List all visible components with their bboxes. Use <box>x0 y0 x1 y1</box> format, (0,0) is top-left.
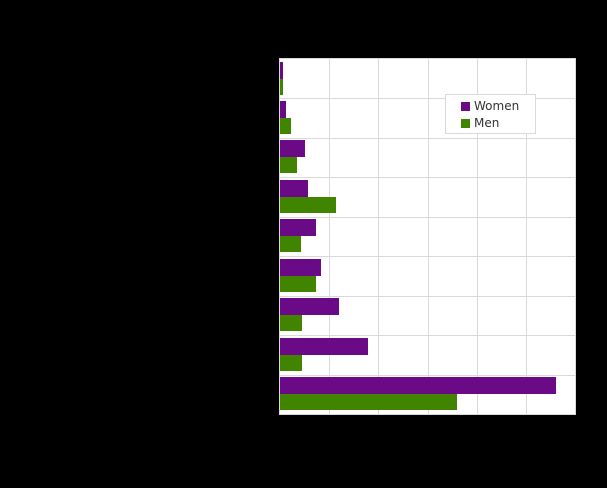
vertical-gridline <box>477 59 478 414</box>
vertical-gridline <box>428 59 429 414</box>
horizontal-gridline <box>280 375 575 376</box>
vertical-gridline <box>329 59 330 414</box>
legend-label-men: Men <box>474 116 500 130</box>
bar-men <box>280 197 336 213</box>
horizontal-gridline <box>280 177 575 178</box>
bar-women <box>280 298 339 315</box>
bar-women <box>280 180 308 197</box>
legend-item-women: Women <box>461 99 519 113</box>
bar-men <box>280 315 302 331</box>
bar-women <box>280 140 305 157</box>
bar-men <box>280 236 301 252</box>
bar-men <box>280 157 297 173</box>
bar-men <box>280 118 291 134</box>
horizontal-gridline <box>280 217 575 218</box>
horizontal-gridline <box>280 256 575 257</box>
bar-men <box>280 355 302 371</box>
bar-men <box>280 79 283 95</box>
legend-swatch-women <box>461 101 470 111</box>
horizontal-gridline <box>280 335 575 336</box>
vertical-gridline <box>526 59 527 414</box>
legend: Women Men <box>445 94 536 134</box>
vertical-gridline <box>378 59 379 414</box>
legend-label-women: Women <box>474 99 520 113</box>
bar-women <box>280 219 316 236</box>
horizontal-gridline <box>280 296 575 297</box>
horizontal-gridline <box>280 138 575 139</box>
bar-women <box>280 259 321 276</box>
bar-women <box>280 377 556 394</box>
legend-swatch-men <box>461 118 470 128</box>
bar-men <box>280 276 316 292</box>
bar-men <box>280 394 457 410</box>
bar-women <box>280 62 283 79</box>
bar-women <box>280 101 286 118</box>
bar-women <box>280 338 368 355</box>
horizontal-gridline <box>280 98 575 99</box>
legend-item-men: Men <box>461 116 499 130</box>
